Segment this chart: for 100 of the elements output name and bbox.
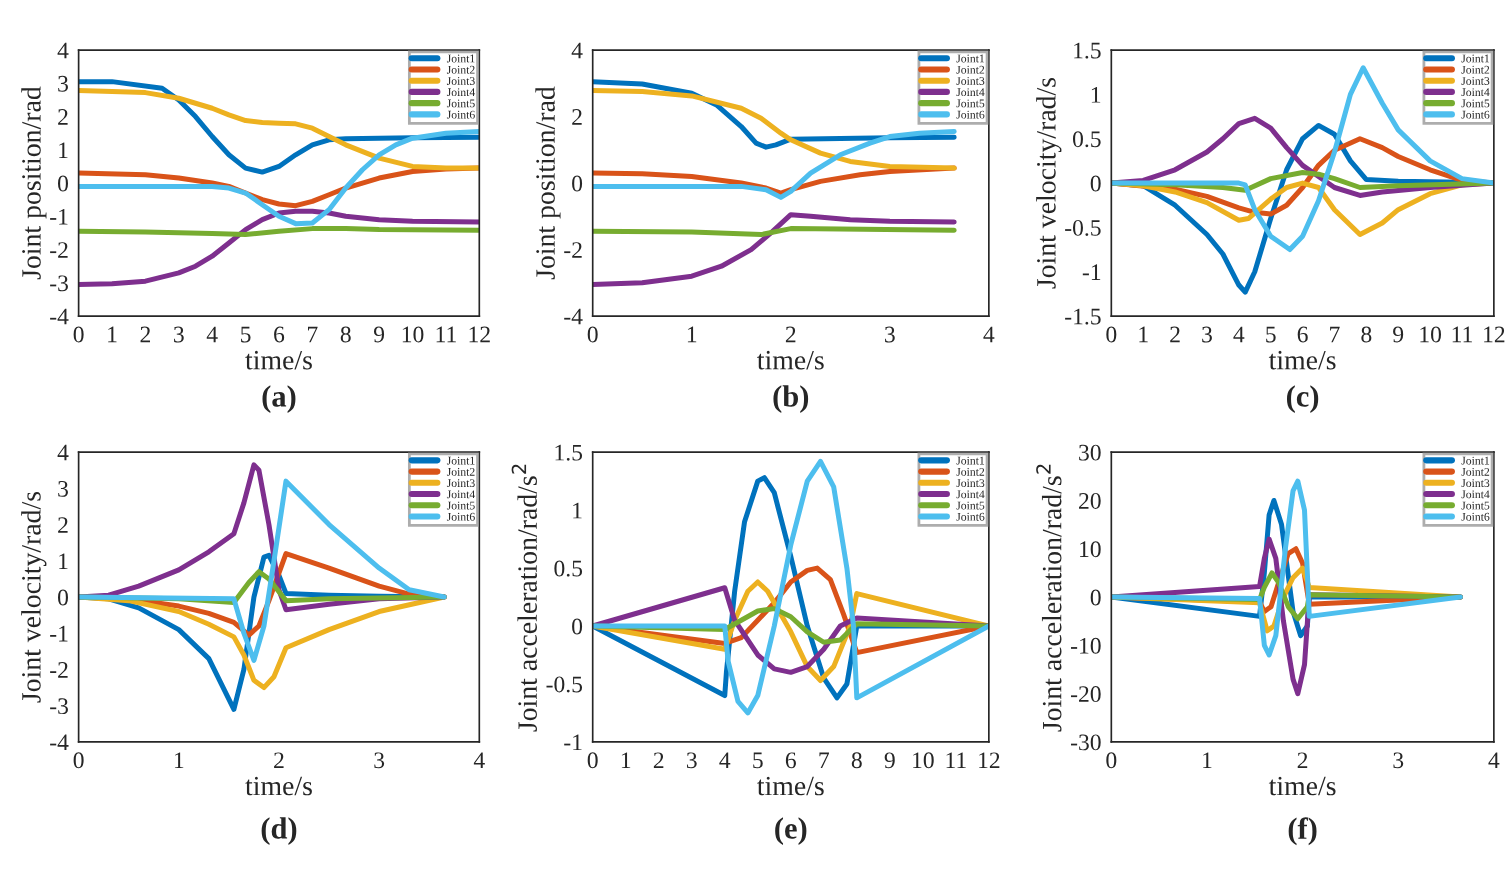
- y-axis-title: Joint acceleration/rad/s$^{2}$: [511, 464, 537, 732]
- y-tick-label: 0.5: [1072, 131, 1101, 148]
- line-series: [592, 129, 957, 200]
- x-tick-label: 3: [174, 326, 184, 343]
- y-tick-label: 0: [58, 589, 68, 606]
- x-tick-label: 0: [587, 752, 598, 769]
- text: (f): [1288, 817, 1317, 846]
- x-tick-label: 1: [621, 752, 631, 769]
- y-tick-label: -0.5: [1065, 219, 1101, 236]
- y-axis-title: Joint position/rad: [535, 86, 561, 280]
- x-tick-label: 9: [1393, 326, 1404, 343]
- x-tick-label: 7: [308, 326, 318, 343]
- y-tick-label: 4: [57, 444, 69, 461]
- x-tick-label: 10: [1420, 326, 1442, 343]
- y-tick-label: 1: [1091, 86, 1101, 103]
- x-tick-label: 0: [1106, 752, 1117, 769]
- x-tick-label: 2: [274, 752, 284, 769]
- x-tick-label: 4: [983, 326, 995, 343]
- x-tick-label: 4: [1488, 752, 1500, 769]
- x-tick-label: 4: [1233, 326, 1245, 343]
- y-tick-label: 0: [572, 618, 583, 635]
- y-tick-label: -1: [50, 208, 68, 225]
- x-axis-title: time/s: [757, 350, 824, 370]
- x-tick-label: 4: [206, 326, 218, 343]
- x-tick-label: 0: [587, 326, 598, 343]
- y-tick-label: 30: [1079, 444, 1101, 461]
- y-tick-label: 4: [571, 42, 583, 59]
- x-tick-label: 5: [241, 326, 251, 343]
- x-axis-title: time/s: [757, 776, 824, 796]
- text: (c): [1286, 385, 1319, 413]
- y-tick-label: 1: [59, 142, 68, 158]
- x-tick-label: 10: [913, 752, 934, 769]
- y-tick-label: -1.5: [1065, 308, 1101, 325]
- x-tick-label: 1: [1203, 752, 1212, 769]
- y-tick-label: 0: [58, 175, 68, 192]
- x-tick-label: 7: [1330, 326, 1340, 343]
- y-tick-label: 2: [58, 109, 68, 125]
- x-tick-label: 6: [785, 752, 796, 769]
- y-tick-label: -30: [1071, 734, 1101, 751]
- x-tick-label: 2: [785, 326, 796, 343]
- x-tick-label: 4: [719, 752, 731, 769]
- x-tick-label: 5: [753, 752, 763, 769]
- y-tick-label: 1.5: [1074, 42, 1101, 59]
- y-tick-label: 3: [58, 75, 68, 92]
- y-tick-label: 4: [57, 42, 69, 59]
- x-tick-label: 3: [885, 326, 895, 343]
- y-tick-label: 0: [1090, 589, 1101, 606]
- x-tick-label: 0: [73, 326, 84, 343]
- line-series: [592, 88, 957, 171]
- x-tick-label: 8: [851, 752, 862, 769]
- y-axis-title: Joint velocity/rad/s: [1036, 77, 1062, 289]
- y-tick-label: 1: [59, 553, 68, 570]
- x-tick-label: 7: [819, 752, 830, 769]
- x-tick-label: 2: [1170, 326, 1180, 343]
- x-axis-title: time/s: [1268, 776, 1336, 796]
- y-tick-label: -1: [50, 625, 68, 642]
- y-tick-label: -0.5: [546, 676, 583, 693]
- y-tick-label: 0: [572, 175, 583, 192]
- x-tick-label: 2: [1297, 752, 1308, 769]
- x-tick-label: 1: [174, 752, 184, 769]
- text: (e): [775, 817, 807, 845]
- x-tick-label: 2: [140, 326, 150, 343]
- line-series: [78, 208, 480, 287]
- x-axis-title: time/s: [245, 776, 312, 796]
- y-tick-label: 0.5: [554, 560, 583, 577]
- x-tick-label: 11: [1452, 326, 1472, 343]
- y-tick-label: -1: [564, 734, 582, 751]
- x-tick-label: 6: [274, 326, 285, 343]
- y-tick-label: 2: [572, 109, 582, 125]
- line-series: [592, 212, 957, 287]
- x-tick-label: 1: [687, 326, 697, 343]
- x-tick-label: 11: [436, 326, 456, 343]
- y-tick-label: 1.5: [555, 444, 583, 461]
- y-tick-label: -4: [564, 308, 583, 325]
- x-tick-label: 5: [1266, 326, 1276, 343]
- text: (d): [261, 817, 297, 845]
- x-tick-label: 12: [469, 326, 490, 343]
- x-tick-label: 1: [108, 326, 117, 343]
- y-tick-label: -4: [50, 734, 69, 751]
- y-tick-label: -4: [50, 308, 69, 325]
- y-tick-label: -2: [50, 242, 68, 258]
- x-tick-label: 9: [884, 752, 895, 769]
- text: (b): [773, 385, 809, 413]
- x-tick-label: 3: [1202, 326, 1212, 343]
- x-tick-label: 0: [73, 752, 84, 769]
- y-tick-label: 2: [58, 517, 68, 533]
- x-tick-label: 3: [374, 752, 385, 769]
- x-tick-label: 3: [686, 752, 697, 769]
- x-tick-label: 0: [1106, 326, 1117, 343]
- x-tick-label: 4: [473, 752, 485, 769]
- y-tick-label: 0: [1090, 175, 1101, 192]
- x-tick-label: 2: [653, 752, 664, 769]
- y-tick-label: 1: [573, 502, 582, 519]
- text: (a): [262, 385, 296, 413]
- x-tick-label: 10: [402, 326, 424, 343]
- x-tick-label: 8: [340, 326, 351, 343]
- x-tick-label: 12: [979, 752, 1000, 769]
- line-series: [1111, 478, 1463, 658]
- line-series: [1111, 65, 1494, 253]
- x-tick-label: 6: [1297, 326, 1308, 343]
